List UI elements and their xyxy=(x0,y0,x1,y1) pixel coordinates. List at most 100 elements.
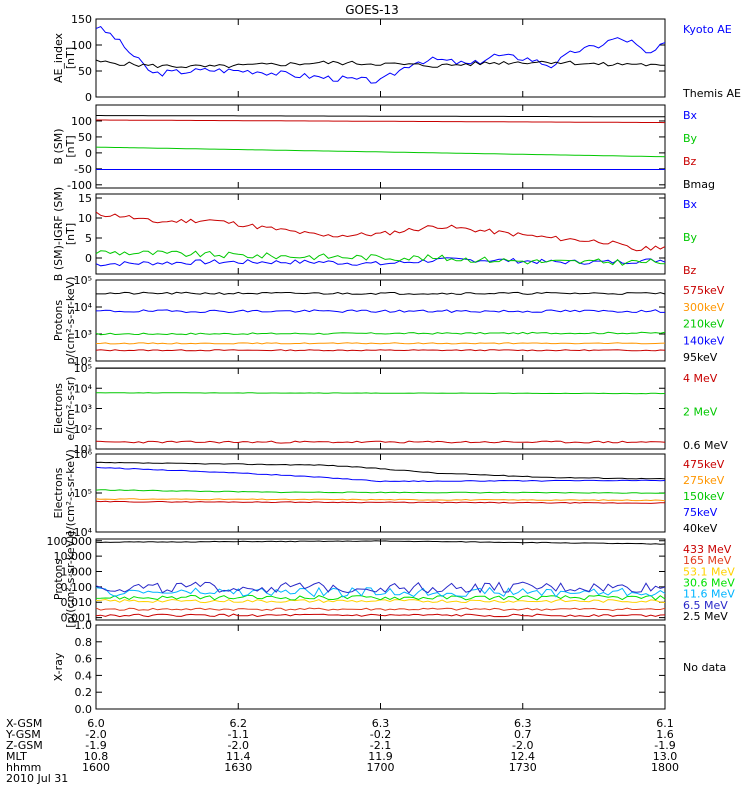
x-info-row-label: Z-GSM xyxy=(6,739,43,752)
y-axis-unit: [nT] xyxy=(64,47,77,69)
series-line xyxy=(96,115,665,118)
y-tick-label: 150 xyxy=(71,13,92,26)
y-tick-label: 10⁵ xyxy=(74,274,92,287)
x-info-value: -2.0 xyxy=(512,739,533,752)
x-info-value: 6.1 xyxy=(656,717,674,730)
series-line xyxy=(95,342,666,345)
panel-8: 0.0 0.2 0.4 0.6 0.8 1.0 X-ray No data xyxy=(52,619,726,716)
x-info-value: 1730 xyxy=(509,761,537,774)
y-tick-label: 15 xyxy=(78,192,92,205)
legend-label: Bz xyxy=(683,264,697,277)
series-line xyxy=(95,466,666,483)
y-axis-label: Protons xyxy=(52,559,65,600)
y-axis-unit: e/(cm²-s-sr-keV) xyxy=(64,449,77,537)
y-axis-label: Electrons xyxy=(52,383,65,434)
x-info-value: 13.0 xyxy=(653,750,678,763)
x-info-value: 1700 xyxy=(367,761,395,774)
legend-label: 475keV xyxy=(683,458,725,471)
series-line xyxy=(95,440,666,444)
y-axis-unit: p/(cm²-s-sr-keV) xyxy=(64,277,77,365)
y-tick-label: 0.6 xyxy=(75,653,93,666)
x-info-value: -1.9 xyxy=(654,739,675,752)
series-line xyxy=(95,500,665,504)
y-tick-label: 5 xyxy=(85,232,92,245)
x-info-value: 6.3 xyxy=(514,717,532,730)
x-info-value: -0.2 xyxy=(370,728,391,741)
y-axis-label: Protons xyxy=(52,300,65,341)
series-line xyxy=(96,291,666,295)
series-line xyxy=(95,392,666,395)
series-line xyxy=(95,489,666,494)
y-tick-label: 0 xyxy=(85,91,92,104)
y-axis-unit: [p/(cm²-s-sr-keV)] xyxy=(64,531,77,628)
panel-frame xyxy=(95,104,666,189)
legend-label: 75keV xyxy=(683,506,718,519)
legend-label: Bz xyxy=(683,155,697,168)
legend-label: 433 MeV xyxy=(683,543,732,556)
panel-7: 0.001 0.010 0.100 1.000 10.000 100.000 Protons… xyxy=(47,531,736,628)
series-line xyxy=(95,331,666,336)
no-data-note: No data xyxy=(683,661,726,674)
panel-5: 10¹ 10² 10³ 10⁴ 10⁵ Electrons e/(cm²-s-sr) 4 Me… xyxy=(52,362,728,456)
y-tick-label: 10⁵ xyxy=(74,362,92,375)
legend-label: 140keV xyxy=(683,334,725,347)
legend-label: 4 MeV xyxy=(683,372,718,385)
x-info-value: 1630 xyxy=(224,761,252,774)
legend-label: Bx xyxy=(683,109,698,122)
series-line xyxy=(95,59,666,69)
y-axis-label: B (SM)-IGRF (SM) xyxy=(52,187,65,281)
legend-label: 275keV xyxy=(683,474,725,487)
legend-label: Bx xyxy=(683,198,698,211)
y-tick-label: 0.010 xyxy=(61,596,93,609)
x-info-value: 1600 xyxy=(82,761,110,774)
legend-label: 40keV xyxy=(683,522,718,535)
y-tick-label: 10⁵ xyxy=(74,487,92,500)
x-info-value: -2.0 xyxy=(85,728,106,741)
legend-label: 210keV xyxy=(683,318,725,331)
legend-label: 2.5 MeV xyxy=(683,610,728,623)
y-tick-label: 0.8 xyxy=(75,636,93,649)
panel-frame xyxy=(95,624,666,710)
x-info-value: 12.4 xyxy=(511,750,536,763)
series-line xyxy=(95,594,666,601)
x-info-row-label: MLT xyxy=(6,750,27,763)
series-line xyxy=(95,146,666,158)
y-axis-unit: e/(cm²-s-sr) xyxy=(64,376,77,440)
series-line xyxy=(95,257,666,267)
series-line xyxy=(95,540,666,545)
y-tick-label: 0.001 xyxy=(61,612,93,625)
x-info-value: -1.1 xyxy=(228,728,249,741)
y-tick-label: 1.000 xyxy=(61,565,93,578)
y-tick-label: 10¹ xyxy=(74,443,92,456)
y-axis-label: AE_index xyxy=(52,32,65,83)
x-info-value: 1.6 xyxy=(656,728,674,741)
series-line xyxy=(95,498,666,502)
legend-label: 165 MeV xyxy=(683,554,732,567)
x-info-value: -2.0 xyxy=(228,739,249,752)
x-info-value: 6.0 xyxy=(87,717,105,730)
y-tick-label: 10² xyxy=(74,355,92,368)
x-info-row-label: X-GSM xyxy=(6,717,42,730)
y-axis-label: X-ray xyxy=(52,652,65,681)
panel-2: -100 -50 0 50 100 B (SM) [nT] Bx By Bz Bmag xyxy=(52,104,715,192)
panel-1: 0 50 100 150 AE_index [nT] Kyoto AE Themis AE xyxy=(52,13,741,104)
x-info-row-label: Y-GSM xyxy=(5,728,41,741)
legend-label: Bmag xyxy=(683,178,715,191)
y-tick-label: 10³ xyxy=(74,328,92,341)
y-tick-label: 0.0 xyxy=(75,703,93,716)
series-line xyxy=(95,586,666,598)
y-tick-label: 100 xyxy=(71,39,92,52)
y-tick-label: 100 xyxy=(71,115,92,128)
y-tick-label: -50 xyxy=(74,163,92,176)
y-tick-label: 0 xyxy=(85,147,92,160)
figure-title: GOES-13 xyxy=(345,3,399,17)
series-line xyxy=(95,250,666,266)
x-info-row-label: hhmm xyxy=(6,761,41,774)
legend-label: 150keV xyxy=(683,490,725,503)
y-axis-unit: [nT] xyxy=(64,135,77,157)
y-tick-label: 10⁴ xyxy=(74,301,93,314)
panel-frame xyxy=(95,538,666,621)
series-line xyxy=(95,349,666,352)
